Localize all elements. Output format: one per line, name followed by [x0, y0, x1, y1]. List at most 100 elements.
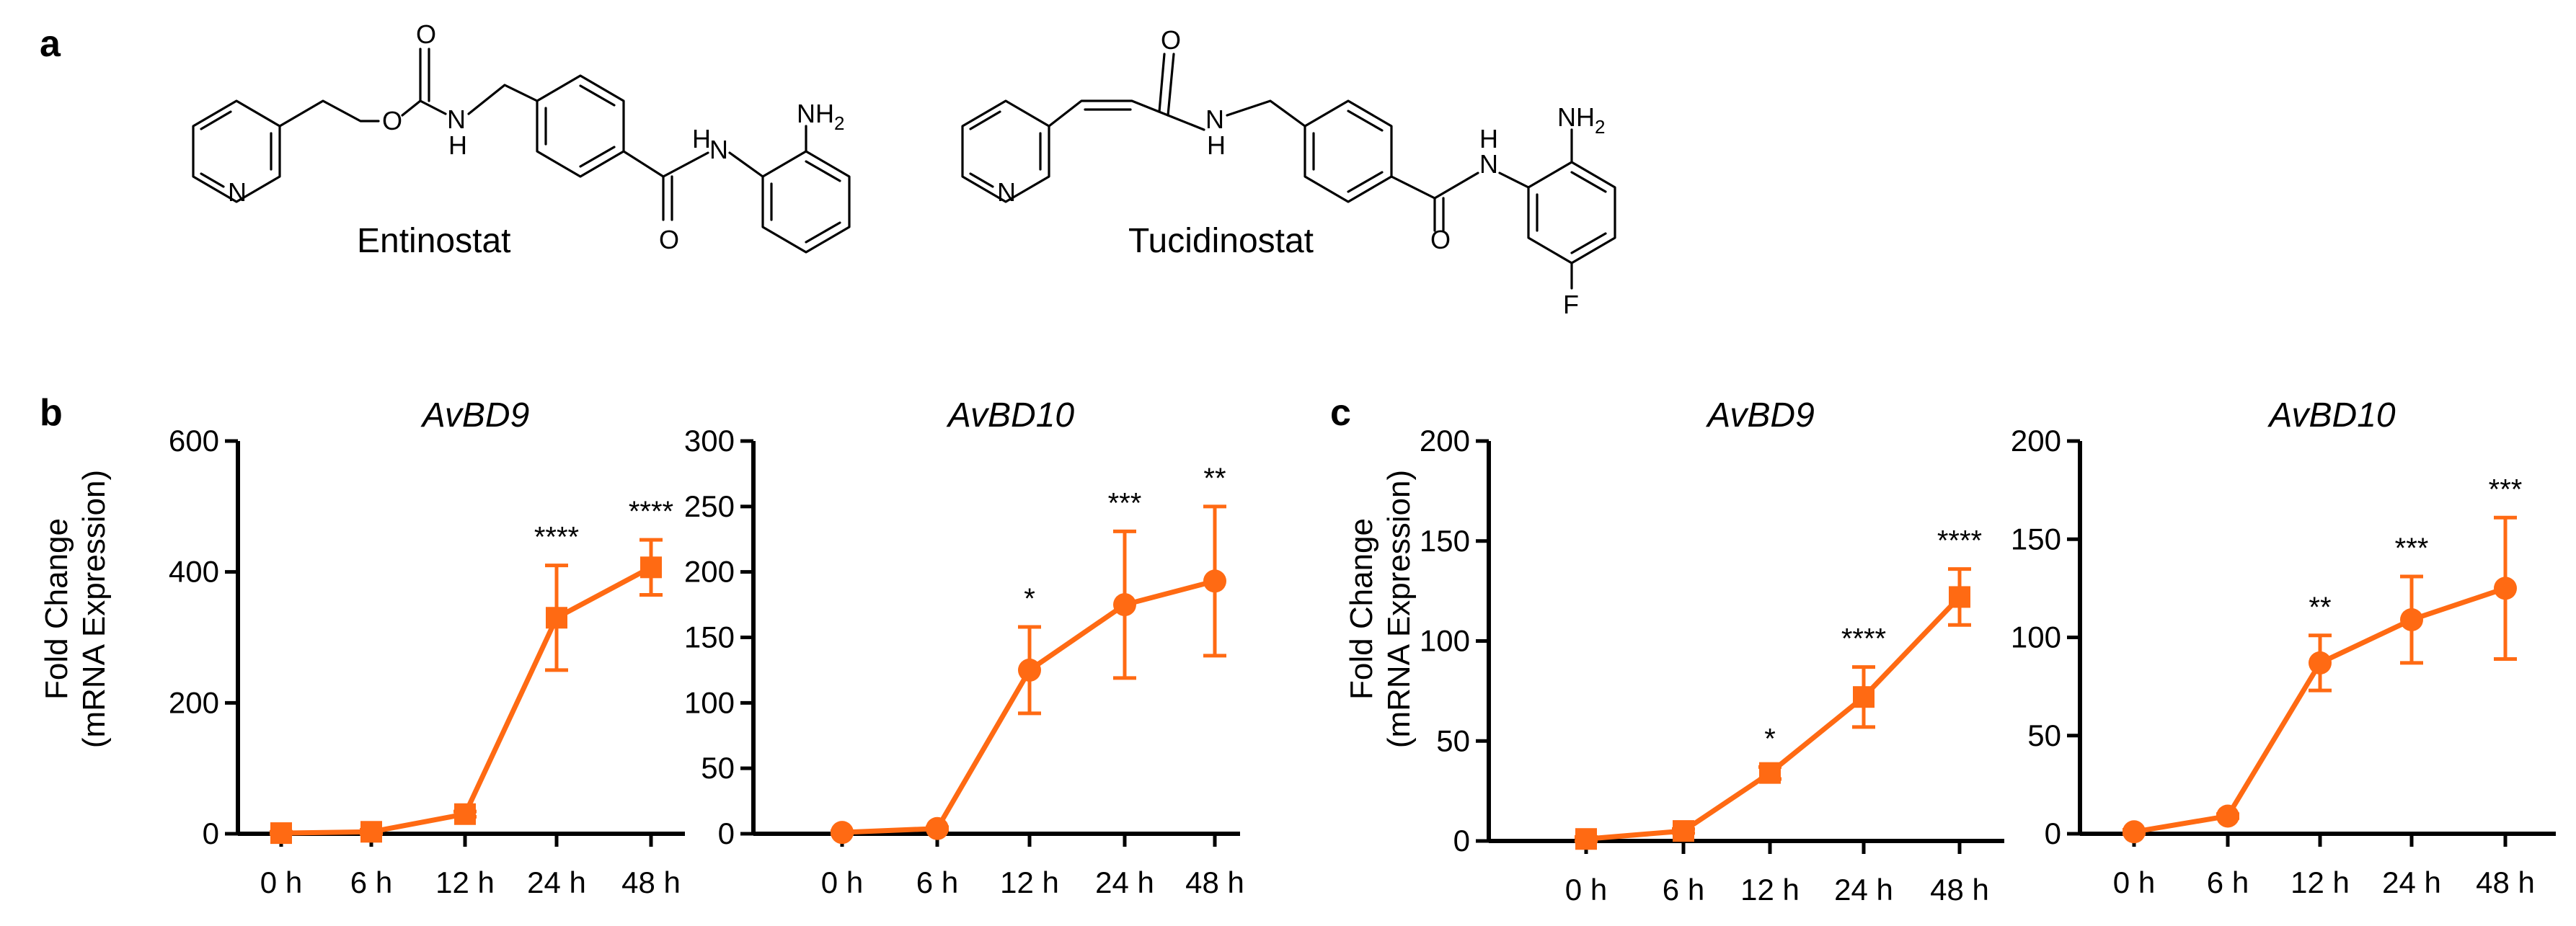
tucidinostat-nh2: NH2 [1557, 102, 1605, 138]
significance-label: *** [2395, 533, 2429, 564]
tucidinostat-f: F [1563, 290, 1579, 319]
y-tick-label: 200 [1420, 424, 1470, 458]
entinostat-pyridine-n: N [228, 177, 247, 207]
x-tick-label: 48 h [2476, 865, 2535, 899]
y-tick-label: 0 [2045, 816, 2061, 850]
x-tick-label: 24 h [527, 865, 586, 899]
x-tick-label: 12 h [2290, 865, 2350, 899]
tucidinostat-pyridine-n: N [997, 177, 1016, 207]
significance-label: **** [1841, 623, 1886, 655]
y-tick-label: 200 [684, 555, 735, 589]
x-tick-label: 12 h [1740, 873, 1800, 907]
x-tick-label: 48 h [1185, 865, 1244, 899]
tucidinostat-carbonyl-o: O [1161, 25, 1181, 55]
data-point [2494, 576, 2517, 600]
tucidinostat-amide2-h: H [1479, 124, 1498, 153]
x-tick-label: 6 h [1663, 873, 1704, 907]
significance-label: **** [1937, 525, 1982, 557]
significance-label: *** [2489, 473, 2523, 505]
data-point [1759, 762, 1781, 784]
chart-title: AvBD10 [946, 396, 1075, 435]
data-point [1018, 658, 1041, 682]
y-tick-label: 100 [684, 685, 735, 719]
x-tick-label: 24 h [1834, 873, 1893, 907]
x-tick-label: 6 h [350, 865, 392, 899]
data-point [1203, 569, 1226, 593]
significance-label: ** [2309, 592, 2331, 623]
entinostat-ester-o: O [382, 106, 402, 135]
y-tick-label: 50 [701, 751, 735, 785]
x-tick-label: 24 h [1095, 865, 1154, 899]
y-axis-label-c-line2: (mRNA Expression) [1381, 470, 1417, 748]
data-point [2216, 804, 2239, 828]
y-axis-label-b-line1: Fold Change [39, 518, 74, 700]
entinostat-name: Entinostat [357, 222, 510, 260]
data-point [926, 816, 949, 840]
significance-label: * [1764, 723, 1776, 754]
panel-label-a: a [40, 23, 61, 65]
data-point [1949, 586, 1970, 608]
entinostat-amide-o: O [659, 225, 679, 254]
y-axis-label-c: Fold Change (mRNA Expression) [1344, 470, 1417, 748]
y-tick-label: 150 [2011, 522, 2061, 556]
x-tick-label: 12 h [435, 865, 495, 899]
entinostat-amide-n: N [709, 135, 728, 164]
significance-label: * [1024, 583, 1035, 615]
x-tick-label: 0 h [260, 865, 302, 899]
panel-label-b: b [40, 392, 63, 434]
entinostat-carbamate-n: N [447, 104, 466, 134]
tucidinostat-amide-o: O [1430, 225, 1451, 254]
data-point [1853, 686, 1875, 708]
data-point [1575, 828, 1597, 850]
significance-label: ** [1203, 463, 1226, 494]
data-point [2123, 820, 2146, 844]
panel-label-c: c [1330, 392, 1351, 434]
y-tick-label: 50 [2027, 718, 2061, 752]
x-tick-label: 48 h [621, 865, 681, 899]
x-tick-label: 0 h [1565, 873, 1607, 907]
tucidinostat-name: Tucidinostat [1128, 222, 1314, 260]
y-tick-label: 400 [169, 555, 219, 589]
series-line [1585, 595, 1962, 842]
tucidinostat-amide1-n: N [1205, 104, 1224, 134]
data-point [1673, 820, 1694, 842]
chart-title: AvBD10 [2267, 396, 2396, 435]
data-point [1113, 593, 1136, 617]
y-axis-label-b: Fold Change (mRNA Expression) [39, 470, 112, 748]
data-point [640, 556, 662, 579]
entinostat-amide-h: H [692, 124, 711, 153]
data-point [546, 607, 567, 629]
x-tick-label: 6 h [916, 865, 958, 899]
entinostat-nh2: NH2 [797, 99, 844, 134]
x-tick-label: 0 h [2113, 865, 2155, 899]
y-tick-label: 0 [1453, 824, 1470, 858]
chart-title: AvBD9 [420, 396, 530, 435]
entinostat-carbamate-h: H [448, 130, 467, 160]
data-point [270, 822, 292, 845]
y-tick-label: 150 [1420, 524, 1470, 558]
data-point [2400, 607, 2423, 631]
tucidinostat-amide2-n: N [1479, 149, 1498, 179]
x-tick-label: 24 h [2382, 865, 2441, 899]
y-tick-label: 600 [169, 424, 219, 458]
chart-b-avbd10: AvBD10 0 50 100 150 200 250 300 0 h 6 h 12 h 24 h 48… [684, 396, 1244, 899]
y-tick-label: 250 [684, 489, 735, 523]
chart-b-avbd9: AvBD9 0 200 400 600 0 h 6 h 12 h 24 h 48 h **** ***… [169, 396, 685, 899]
y-tick-label: 300 [684, 424, 735, 458]
chart-title: AvBD9 [1705, 396, 1815, 435]
tucidinostat-structure: N O N H O N H NH2 F Tucidinostat [961, 25, 1616, 319]
data-point [360, 821, 382, 843]
series-line [280, 565, 652, 836]
y-tick-label: 100 [2011, 620, 2061, 654]
y-axis-label-b-line2: (mRNA Expression) [76, 470, 112, 748]
y-tick-label: 0 [203, 816, 219, 850]
data-point [454, 803, 476, 825]
y-tick-label: 150 [684, 620, 735, 654]
data-point [2309, 651, 2332, 675]
y-tick-label: 200 [169, 685, 219, 719]
significance-label: **** [629, 496, 673, 527]
x-tick-label: 12 h [1000, 865, 1059, 899]
